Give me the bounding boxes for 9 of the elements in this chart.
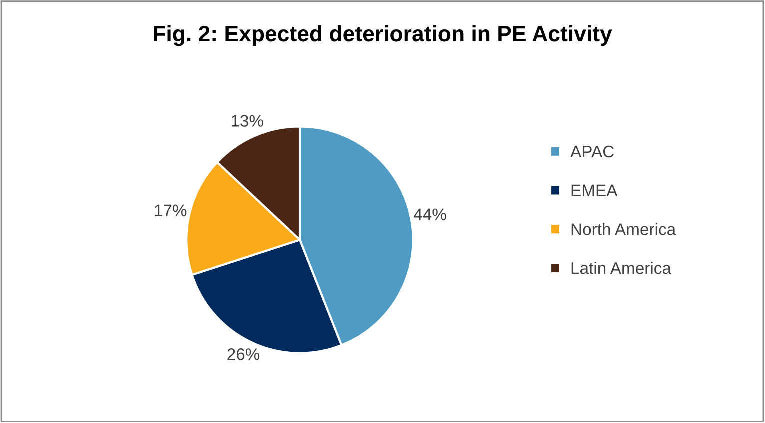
data-label: 26% [228, 348, 260, 360]
legend-label: APAC [570, 146, 614, 158]
data-label: 13% [232, 115, 264, 127]
legend-label: Latin America [572, 262, 672, 274]
data-label: 44% [414, 208, 446, 220]
legend-label: EMEA [572, 184, 618, 196]
legend-label: North America [572, 223, 676, 236]
chart-title: Fig. 2: Expected deterioration in PE Activity [154, 25, 612, 46]
data-label: 17% [155, 204, 187, 216]
